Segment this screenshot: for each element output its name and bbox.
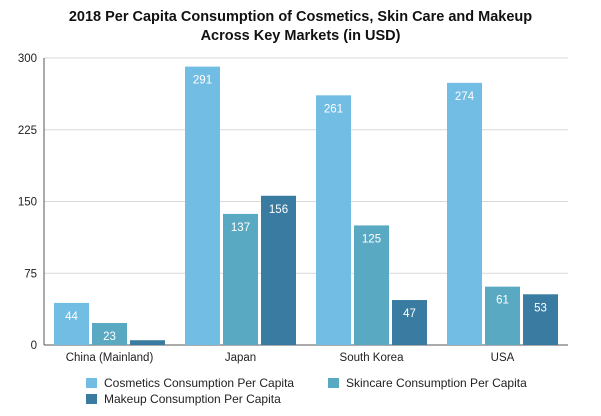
x-tick-labels: China (Mainland) Japan South Korea USA xyxy=(66,352,515,364)
chart-title: 2018 Per Capita Consumption of Cosmetics… xyxy=(0,8,601,46)
y-tick-label: 300 xyxy=(18,53,37,65)
bar xyxy=(185,66,220,346)
bar xyxy=(316,95,351,345)
chart-title-line-1: 2018 Per Capita Consumption of Cosmetics… xyxy=(68,9,533,25)
data-label: 156 xyxy=(269,204,288,216)
chart-title-line-2: Across Key Markets (in USD) xyxy=(200,28,401,44)
grid-lines xyxy=(44,57,568,274)
x-tick-label: USA xyxy=(491,352,515,364)
legend-label-cosmetics: Cosmetics Consumption Per Capita xyxy=(104,376,295,390)
legend-label-skincare: Skincare Consumption Per Capita xyxy=(346,376,527,390)
x-tick-label: China (Mainland) xyxy=(66,352,154,364)
legend-label-makeup: Makeup Consumption Per Capita xyxy=(104,392,281,406)
legend-swatch-makeup xyxy=(86,394,97,404)
data-label: 23 xyxy=(103,331,116,343)
legend-item-skincare: Skincare Consumption Per Capita xyxy=(328,376,527,390)
bar xyxy=(223,213,258,345)
data-labels: 44 23 291 137 156 261 125 47 274 61 53 xyxy=(65,75,547,343)
data-label: 261 xyxy=(324,103,343,115)
x-tick-label: Japan xyxy=(225,352,256,364)
legend-swatch-skincare xyxy=(328,378,339,388)
bar xyxy=(92,322,127,345)
data-label: 137 xyxy=(231,222,250,234)
bars xyxy=(54,66,558,346)
data-label: 47 xyxy=(403,308,416,320)
data-label: 44 xyxy=(65,311,78,323)
data-label: 274 xyxy=(455,91,475,103)
bar xyxy=(392,300,427,345)
y-tick-label: 75 xyxy=(24,268,37,280)
bar xyxy=(447,82,482,345)
data-label: 125 xyxy=(362,233,381,245)
data-label: 291 xyxy=(193,75,212,87)
bar xyxy=(523,294,558,345)
y-tick-labels: 0 75 150 225 300 xyxy=(18,53,37,352)
bar xyxy=(130,340,165,345)
bar xyxy=(354,225,389,345)
y-tick-label: 225 xyxy=(18,125,37,137)
bar xyxy=(54,302,89,345)
y-tick-label: 150 xyxy=(18,197,37,209)
x-tick-label: South Korea xyxy=(340,352,405,364)
bar xyxy=(485,286,520,345)
data-label: 53 xyxy=(534,302,547,314)
bar xyxy=(261,195,296,345)
legend-swatch-cosmetics xyxy=(86,378,97,388)
y-tick-label: 0 xyxy=(31,340,37,352)
legend-item-cosmetics: Cosmetics Consumption Per Capita xyxy=(86,376,294,390)
data-label: 61 xyxy=(496,295,509,307)
legend-item-makeup: Makeup Consumption Per Capita xyxy=(86,392,281,406)
